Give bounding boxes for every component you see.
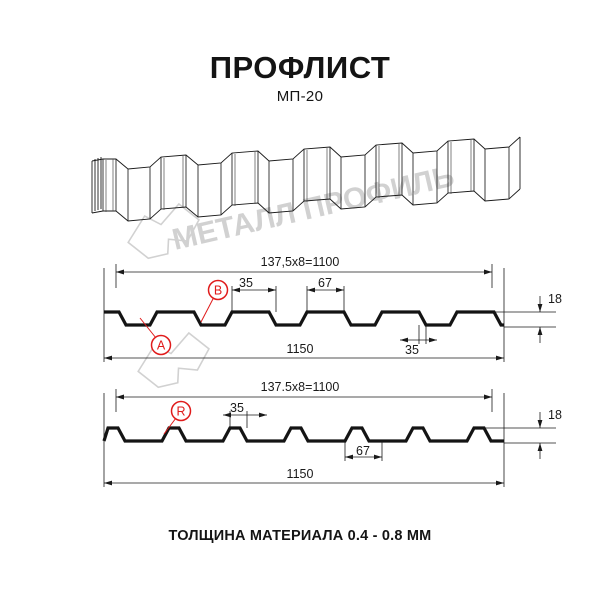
dim-35-bottom-drawing [223,411,267,428]
callout-b-label: B [214,284,222,298]
dim-18-top [494,296,556,343]
profile-3d-isometric-view [91,136,521,222]
dim-67-top [306,286,345,312]
material-thickness-note: ТОЛЩИНА МАТЕРИАЛА 0.4 - 0.8 ММ [168,528,432,544]
dim-35-bottom [400,325,437,344]
metall-profil-logo-lower [137,331,210,389]
dim-67-bottom [344,441,383,461]
profile-outline-top [104,310,504,327]
dim-35-top-label: 35 [239,276,253,290]
dim-18-bottom-label: 18 [548,408,562,422]
watermark-text-upper: МЕТАЛЛ ПРОФИЛЬ [169,160,457,257]
watermark-group: МЕТАЛЛ ПРОФИЛЬ МЕТАЛЛ ПРОФИЛЬ [127,160,457,389]
dim-35-bottom-drawing-label: 35 [230,401,244,415]
dim-1150-bottom [104,480,504,486]
dim-67-bottom-label: 67 [356,444,370,458]
callout-b: B [200,279,229,323]
dim-1150-top [104,355,504,361]
dim-module-bottom [115,389,493,412]
profile-section-a-b: 137,5x8=1100 35 67 [103,255,562,362]
dim-module-bottom-label: 137.5x8=1100 [261,380,340,394]
profile-section-r: 137.5x8=1100 35 67 [102,380,562,487]
dim-1150-bottom-label: 1150 [287,467,314,481]
callout-a-label: A [157,339,166,353]
metall-profil-logo [127,202,200,260]
profile-outline-bottom [102,426,504,443]
dim-1150-top-label: 1150 [287,342,314,356]
dim-67-top-label: 67 [318,276,332,290]
page-subtitle: МП-20 [276,88,324,105]
callout-r: R [163,400,192,435]
dim-module-top [115,264,493,288]
dim-18-top-label: 18 [548,292,562,306]
dim-module-top-label: 137,5x8=1100 [261,255,340,269]
dim-35-bottom-label: 35 [405,343,419,357]
page-title: ПРОФЛИСТ [209,50,391,85]
dim-35-top [231,286,277,312]
dim-18-bottom [484,412,556,459]
callout-a: A [139,317,172,356]
callout-r-label: R [176,405,185,419]
